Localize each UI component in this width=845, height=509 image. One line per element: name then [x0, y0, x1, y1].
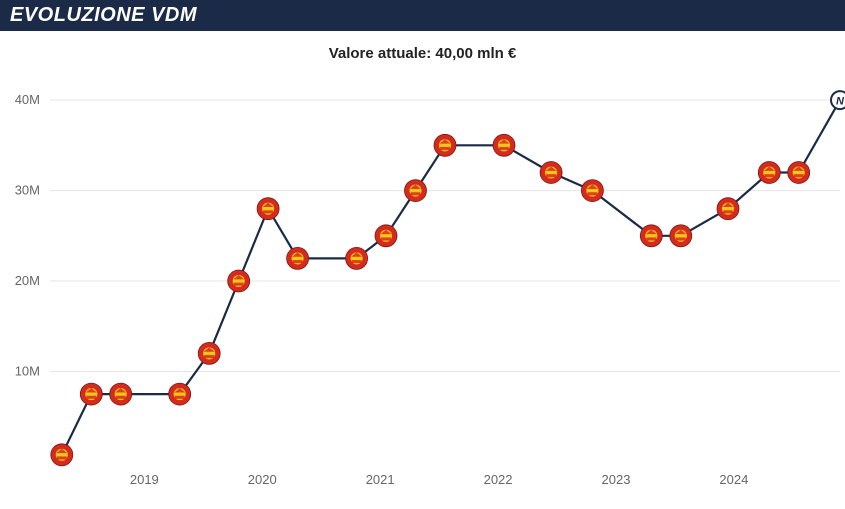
chart-subtitle: Valore attuale: 40,00 mln € [0, 45, 845, 62]
chart-svg: 10M 20M 30M 40M 2019 2020 2021 2022 2023 2024 N [0, 62, 845, 502]
club-badge-manutd[interactable] [540, 162, 562, 184]
club-badge-manutd[interactable] [198, 342, 220, 364]
club-badge-manutd[interactable] [169, 383, 191, 405]
club-badge-manutd[interactable] [788, 162, 810, 184]
y-tick-label: 40M [15, 92, 40, 107]
x-tick-label: 2023 [602, 472, 631, 487]
x-tick-label: 2019 [130, 472, 159, 487]
club-badge-manutd[interactable] [375, 225, 397, 247]
club-badge-manutd[interactable] [670, 225, 692, 247]
y-tick-label: 30M [15, 183, 40, 198]
section-title: EVOLUZIONE VDM [10, 4, 197, 26]
club-badge-manutd[interactable] [640, 225, 662, 247]
x-tick-label: 2020 [248, 472, 277, 487]
club-badge-manutd[interactable] [51, 444, 73, 466]
club-badge-manutd[interactable] [758, 162, 780, 184]
club-badge-manutd[interactable] [257, 198, 279, 220]
club-badge-manutd[interactable] [493, 134, 515, 156]
x-tick-label: 2024 [719, 472, 748, 487]
club-badge-manutd[interactable] [110, 383, 132, 405]
club-badge-manutd[interactable] [405, 180, 427, 202]
x-tick-label: 2021 [366, 472, 395, 487]
napoli-n-icon: N [836, 95, 845, 107]
x-tick-label: 2022 [484, 472, 513, 487]
y-tick-label: 20M [15, 273, 40, 288]
club-badge-manutd[interactable] [346, 247, 368, 269]
club-badge-manutd[interactable] [228, 270, 250, 292]
club-badge-manutd[interactable] [80, 383, 102, 405]
club-badge-manutd[interactable] [717, 198, 739, 220]
club-badge-manutd[interactable] [287, 247, 309, 269]
club-badge-manutd[interactable] [434, 134, 456, 156]
market-value-chart: 10M 20M 30M 40M 2019 2020 2021 2022 2023 2024 N [0, 62, 845, 502]
club-badge-manutd[interactable] [581, 180, 603, 202]
section-header: EVOLUZIONE VDM [0, 0, 845, 31]
club-badge-napoli[interactable]: N [831, 91, 845, 109]
y-tick-label: 10M [15, 364, 40, 379]
